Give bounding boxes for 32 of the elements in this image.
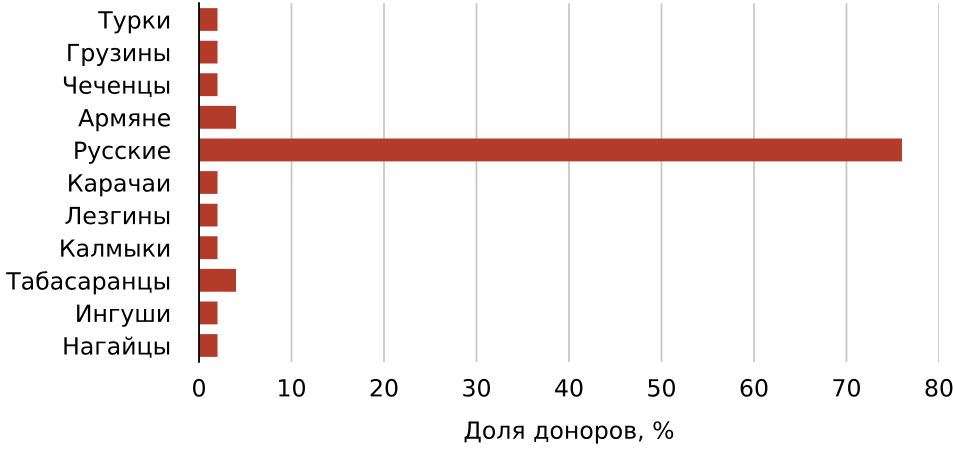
bar (199, 171, 218, 194)
x-tick-label: 30 (463, 378, 490, 397)
x-tick-label: 20 (370, 378, 398, 397)
x-tick-label: 80 (926, 378, 952, 397)
x-tick-label: 70 (833, 378, 860, 397)
y-tick-label: Калмыки (61, 239, 170, 258)
x-tick-label: 40 (555, 378, 582, 397)
x-tick-label: 60 (740, 378, 768, 397)
bar (199, 106, 236, 129)
bar (199, 73, 218, 96)
bar (199, 40, 218, 64)
bar (199, 8, 218, 31)
y-tick-label: Армяне (78, 109, 170, 132)
bar (199, 334, 218, 357)
bar (199, 302, 218, 324)
x-tick-label: 0 (193, 378, 205, 397)
x-tick-label: 50 (648, 378, 675, 397)
y-tick-label: Табасаранцы (6, 271, 170, 294)
bar (199, 268, 236, 292)
y-tick-label: Чеченцы (64, 76, 170, 97)
x-axis-title: Доля доноров, % (464, 421, 674, 444)
x-tick-label: 10 (279, 378, 305, 397)
y-tick-label: Карачаи (69, 174, 170, 196)
bar (199, 138, 902, 162)
y-tick-label: Грузины (68, 44, 170, 66)
y-tick-label: Ингуши (77, 304, 170, 327)
y-tick-label: Турки (98, 11, 170, 34)
y-tick-label: Русские (75, 142, 170, 164)
bar (199, 236, 218, 260)
y-tick-label: Лезгины (66, 206, 170, 224)
y-tick-label: Нагайцы (64, 336, 170, 358)
bar (199, 204, 218, 227)
